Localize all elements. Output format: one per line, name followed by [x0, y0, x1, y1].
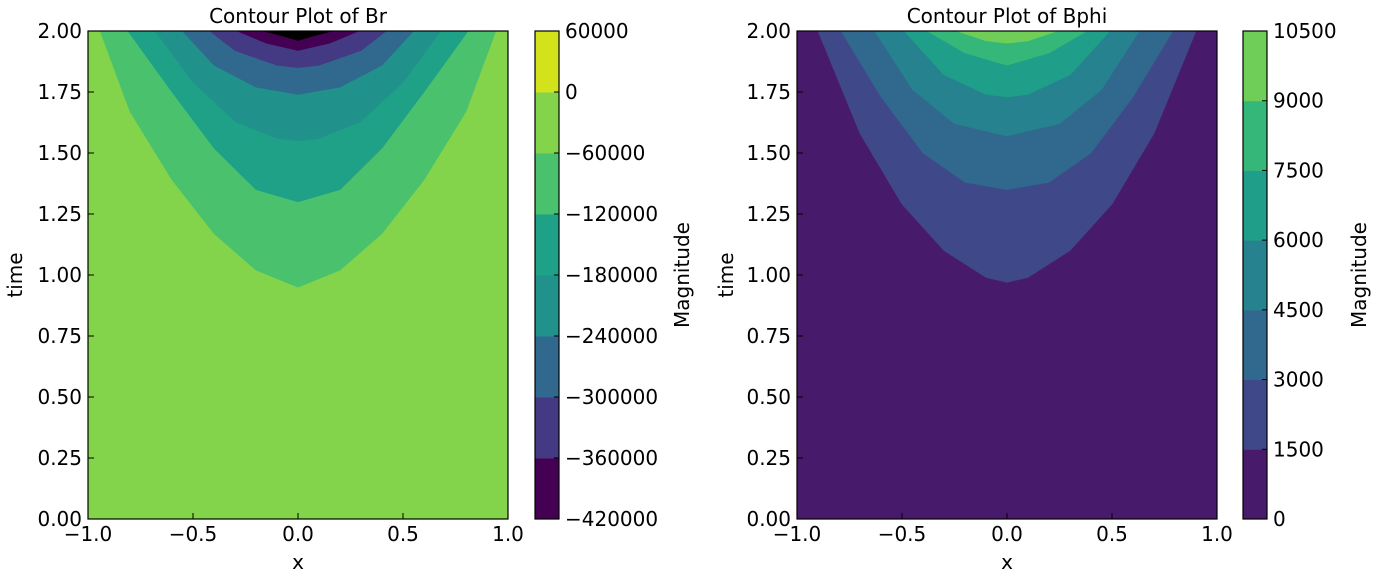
y-tick-label: 1.75 — [37, 80, 82, 104]
y-tick-label: 1.25 — [746, 202, 791, 226]
colorbar-tick-label: 3000 — [1273, 368, 1324, 392]
y-tick-label: 1.50 — [37, 141, 82, 165]
y-tick-label: 1.25 — [37, 202, 82, 226]
colorbar-tick-label: 6000 — [1273, 228, 1324, 252]
contour-band--420000 — [262, 31, 334, 41]
colorbar-tick-label: 10500 — [1273, 19, 1337, 43]
colorbar-label: Magnitude — [1347, 222, 1371, 328]
x-tick-label: 0.0 — [991, 522, 1023, 546]
x-tick-label: 1.0 — [492, 522, 524, 546]
y-tick-label: 0.00 — [37, 507, 82, 531]
y-tick-label: 0.25 — [37, 446, 82, 470]
colorbar-segment — [535, 92, 559, 154]
colorbar-tick-label: 7500 — [1273, 158, 1324, 182]
colorbar-segment — [535, 275, 559, 337]
colorbar-segment — [1243, 31, 1267, 102]
colorbar-tick-label: −240000 — [565, 324, 658, 348]
y-tick-label: 0.50 — [37, 385, 82, 409]
colorbar-segment — [1243, 240, 1267, 311]
y-tick-label: 0.50 — [746, 385, 791, 409]
colorbar-tick-label: 60000 — [565, 19, 629, 43]
panel-1: −1.0 −0.5 0.0 0.5 1.0 0.00 0.25 0.50 0.75 1.00 1.2… — [3, 4, 694, 574]
colorbar: 0 1500 3000 4500 6000 7500 9000 10500 Magnitude — [1242, 19, 1371, 531]
contour-band-7500 — [926, 31, 1088, 66]
x-axis-label: x — [292, 550, 304, 574]
colorbar-tick-label: 0 — [1273, 507, 1286, 531]
colorbar-segment — [1243, 170, 1267, 241]
colorbar-tick-label: −360000 — [565, 446, 658, 470]
contour-fills — [797, 31, 1217, 519]
x-tick-label: 1.0 — [1201, 522, 1233, 546]
colorbar-tick-label: −300000 — [565, 385, 658, 409]
colorbar-tick-label: −120000 — [565, 202, 658, 226]
y-axis-label: time — [714, 252, 738, 297]
y-tick-label: 0.25 — [746, 446, 791, 470]
contour-band-9000 — [956, 31, 1058, 44]
y-tick-label: 2.00 — [37, 19, 82, 43]
colorbar-tick-label: 0 — [565, 80, 578, 104]
colorbar-segment — [535, 214, 559, 276]
colorbar-segment — [1243, 449, 1267, 520]
y-axis-label: time — [3, 252, 27, 297]
y-tick-label: 0.00 — [746, 507, 791, 531]
colorbar-label: Magnitude — [670, 222, 694, 328]
chart-title: Contour Plot of Br — [209, 4, 388, 28]
colorbar-segment — [1243, 379, 1267, 450]
colorbar-segment — [535, 458, 559, 520]
colorbar-tick-label: 9000 — [1273, 89, 1324, 113]
colorbar-segment — [535, 153, 559, 215]
x-tick-label: −1.0 — [773, 522, 822, 546]
y-tick-label: 1.75 — [746, 80, 791, 104]
y-tick-label: 0.75 — [746, 324, 791, 348]
colorbar-segment — [535, 336, 559, 398]
colorbar-segment — [1243, 100, 1267, 171]
chart-title: Contour Plot of Bphi — [907, 4, 1108, 28]
colorbar-tick-label: −60000 — [565, 141, 645, 165]
x-axis-label: x — [1001, 550, 1013, 574]
y-tick-label: 1.50 — [746, 141, 791, 165]
contour-fills — [88, 31, 508, 519]
y-tick-label: 1.00 — [37, 263, 82, 287]
x-tick-label: −1.0 — [64, 522, 113, 546]
colorbar-segment — [535, 31, 559, 93]
x-tick-label: 0.5 — [1096, 522, 1128, 546]
colorbar-segment — [535, 397, 559, 459]
colorbar-tick-label: 1500 — [1273, 437, 1324, 461]
colorbar-tick-label: 4500 — [1273, 298, 1324, 322]
colorbar: −420000 −360000 −300000 −240000 −180000 −1200… — [534, 19, 694, 531]
y-tick-label: 1.00 — [746, 263, 791, 287]
x-tick-label: 0.0 — [282, 522, 314, 546]
x-tick-label: 0.5 — [387, 522, 419, 546]
colorbar-tick-label: −420000 — [565, 507, 658, 531]
panel-2: −1.0 −0.5 0.0 0.5 1.0 0.00 0.25 0.50 0.75 1.00 1.2… — [714, 4, 1371, 574]
y-tick-label: 2.00 — [746, 19, 791, 43]
colorbar-segment — [1243, 309, 1267, 381]
x-tick-label: −0.5 — [878, 522, 927, 546]
colorbar-frame — [1242, 30, 1268, 520]
x-tick-label: −0.5 — [169, 522, 218, 546]
colorbar-tick-label: −180000 — [565, 263, 658, 287]
y-tick-label: 0.75 — [37, 324, 82, 348]
